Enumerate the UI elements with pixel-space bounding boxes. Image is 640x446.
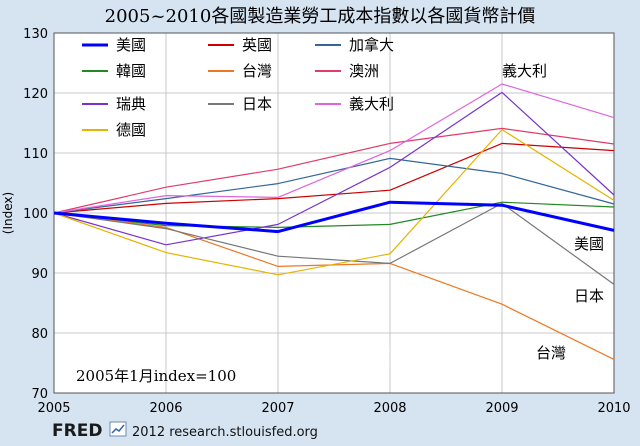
annotation-label: 台灣 [536,344,566,362]
legend-label: 加拿大 [349,36,394,54]
footer: FRED 2012 research.stlouisfed.org [52,421,318,441]
watermark-text: 外匯是穩定投資的天堂 [286,348,436,366]
y-tick-label: 130 [23,27,48,42]
series-line [53,142,615,214]
series-line [53,129,615,276]
annotation-label: 義大利 [502,62,547,80]
annotation-label: 日本 [574,287,604,305]
series-line [53,127,615,214]
x-tick-label: 2009 [485,401,518,416]
index-note: 2005年1月index=100 [76,367,236,385]
legend-label: 英國 [242,36,272,54]
y-axis-label: (Index) [1,192,15,234]
legend-label: 台灣 [242,62,272,80]
x-tick-label: 2006 [149,401,182,416]
x-tick-label: 2008 [373,401,406,416]
plot-area: 70 80 90 100 110 120 130 2005 2006 2007 2008 2009 20… [23,27,630,416]
x-tick-label: 2005 [37,401,70,416]
y-tick-label: 80 [31,327,48,342]
series-line [53,83,615,214]
y-tick-label: 90 [31,267,48,282]
y-tick-label: 70 [31,387,48,402]
fred-graph-icon [109,421,127,437]
x-tick-label: 2010 [597,401,630,416]
y-tick-label: 120 [23,87,48,102]
legend-label: 日本 [242,95,272,113]
series-line [53,201,615,228]
legend-label: 瑞典 [116,95,146,113]
legend-label: 義大利 [349,95,394,113]
series-line [53,157,615,214]
footer-source: 2012 research.stlouisfed.org [132,425,318,440]
legend-label: 美國 [116,36,146,54]
series-line [53,91,615,246]
annotation-label: 美國 [574,235,604,253]
legend-label: 澳洲 [349,62,379,80]
chart-title: 2005~2010各國製造業勞工成本指數以各國貨幣計價 [105,6,536,27]
legend-label: 韓國 [116,62,146,80]
legend-label: 德國 [116,121,146,139]
y-tick-label: 110 [23,147,48,162]
x-tick-label: 2007 [261,401,294,416]
series-line [53,200,615,234]
series-line [53,202,615,285]
y-tick-label: 100 [23,207,48,222]
fred-logo: FRED [52,421,102,441]
